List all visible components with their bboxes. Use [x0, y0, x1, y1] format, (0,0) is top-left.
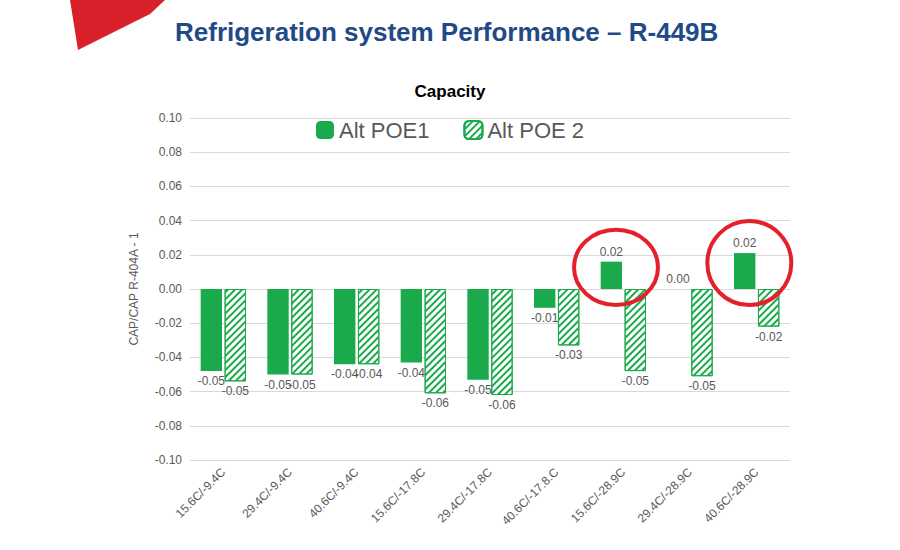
svg-text:Refrigeration system Performan: Refrigeration system Performance – R-449…: [175, 17, 718, 47]
svg-text:29.4C/-9.4C: 29.4C/-9.4C: [239, 465, 295, 521]
svg-text:0.06: 0.06: [159, 179, 183, 193]
svg-text:-0.02: -0.02: [155, 316, 183, 330]
svg-text:-0.06: -0.06: [488, 398, 516, 412]
svg-text:15.6C/-9.4C: 15.6C/-9.4C: [173, 465, 229, 521]
svg-text:15.6C/-28.9C: 15.6C/-28.9C: [568, 465, 629, 526]
svg-text:Alt POE1: Alt POE1: [339, 118, 429, 143]
svg-text:40.6C/-28.9C: 40.6C/-28.9C: [701, 465, 762, 526]
svg-text:-0.02: -0.02: [755, 330, 783, 344]
svg-text:-0.05: -0.05: [264, 377, 292, 392]
svg-text:40.6C/-17.8.C: 40.6C/-17.8.C: [499, 465, 562, 528]
svg-text:0.02: 0.02: [733, 236, 757, 250]
svg-text:40.6C/-9.4C: 40.6C/-9.4C: [306, 465, 362, 521]
svg-text:0.04: 0.04: [159, 214, 183, 228]
svg-text:15.6C/-17.8C: 15.6C/-17.8C: [368, 465, 429, 526]
svg-text:-0.04: -0.04: [331, 367, 359, 382]
svg-text:-0.10: -0.10: [155, 453, 183, 467]
svg-text:Alt POE 2: Alt POE 2: [487, 118, 584, 143]
svg-text:0.00: 0.00: [666, 272, 690, 286]
svg-text:-0.08: -0.08: [155, 419, 183, 433]
svg-text:0.10: 0.10: [159, 111, 183, 125]
svg-text:0.08: 0.08: [159, 145, 183, 159]
svg-text:0.00: 0.00: [159, 282, 183, 296]
svg-text:-0.03: -0.03: [555, 348, 583, 362]
svg-text:-0.06: -0.06: [155, 385, 183, 399]
svg-text:-0.01: -0.01: [531, 311, 559, 325]
svg-text:-0.04: -0.04: [155, 350, 183, 364]
svg-text:-0.04: -0.04: [355, 367, 383, 381]
svg-text:-0.04: -0.04: [398, 366, 426, 380]
svg-text:-0.05: -0.05: [688, 379, 716, 393]
svg-text:-0.05: -0.05: [288, 378, 316, 392]
svg-text:0.02: 0.02: [600, 245, 624, 259]
svg-text:CAP/CAP R-404A - 1: CAP/CAP R-404A - 1: [127, 232, 141, 345]
svg-text:Capacity: Capacity: [415, 82, 486, 101]
svg-text:29.4C/-17.8C: 29.4C/-17.8C: [435, 465, 496, 526]
svg-text:-0.06: -0.06: [422, 396, 450, 410]
svg-text:-0.05: -0.05: [222, 384, 250, 398]
svg-text:-0.05: -0.05: [622, 374, 650, 388]
svg-text:29.4C/-28.9C: 29.4C/-28.9C: [635, 465, 696, 526]
svg-text:-0.05: -0.05: [464, 383, 492, 397]
svg-text:0.02: 0.02: [159, 248, 183, 262]
svg-text:-0.05: -0.05: [197, 374, 225, 389]
